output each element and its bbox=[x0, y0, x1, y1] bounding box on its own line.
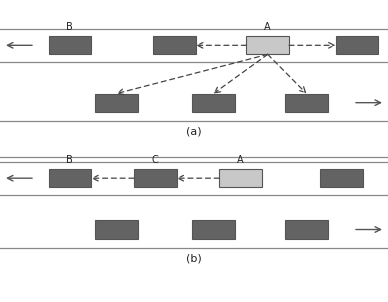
Bar bbox=[95, 94, 138, 112]
Bar bbox=[48, 169, 91, 187]
Bar bbox=[285, 220, 328, 239]
Bar bbox=[192, 94, 235, 112]
Text: A: A bbox=[264, 22, 271, 32]
Bar bbox=[285, 94, 328, 112]
Bar bbox=[48, 36, 91, 54]
Text: B: B bbox=[66, 22, 73, 32]
Bar bbox=[219, 169, 262, 187]
Text: C: C bbox=[152, 155, 159, 165]
Bar bbox=[336, 36, 378, 54]
Text: A: A bbox=[237, 155, 244, 165]
Bar bbox=[320, 169, 363, 187]
Bar bbox=[153, 36, 196, 54]
Bar bbox=[246, 36, 289, 54]
Text: (b): (b) bbox=[186, 253, 202, 263]
Bar bbox=[192, 220, 235, 239]
Text: (a): (a) bbox=[186, 126, 202, 137]
Bar bbox=[134, 169, 177, 187]
Bar bbox=[95, 220, 138, 239]
Text: B: B bbox=[66, 155, 73, 165]
